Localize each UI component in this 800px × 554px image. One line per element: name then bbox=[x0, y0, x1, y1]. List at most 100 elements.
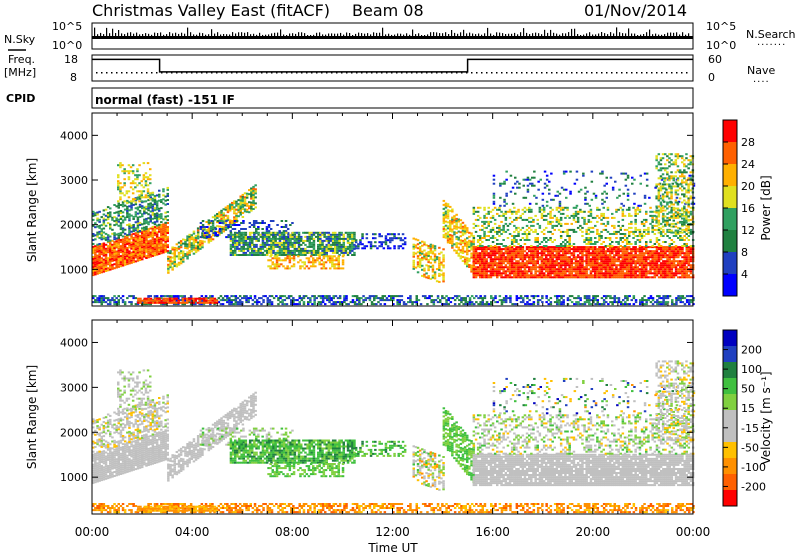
power-cell bbox=[640, 256, 644, 259]
power-cell bbox=[479, 246, 482, 249]
nsky-spike bbox=[421, 35, 423, 36]
nave-dot bbox=[211, 72, 213, 74]
power-cell bbox=[651, 245, 654, 247]
power-cell bbox=[542, 246, 546, 249]
power-cell bbox=[525, 239, 529, 241]
power-cell bbox=[600, 274, 603, 277]
power-cell bbox=[138, 195, 142, 198]
power-cell bbox=[194, 235, 198, 237]
power-cell bbox=[151, 238, 155, 241]
power-cell bbox=[572, 250, 576, 253]
power-cell bbox=[442, 199, 446, 202]
power-cell bbox=[119, 232, 123, 235]
nave-dot bbox=[321, 72, 323, 74]
nsky-spike bbox=[349, 33, 351, 36]
power-cell bbox=[689, 276, 693, 279]
power-cell bbox=[254, 202, 257, 205]
power-cell bbox=[177, 261, 181, 264]
power-cell bbox=[502, 212, 505, 215]
power-cell bbox=[341, 263, 345, 266]
power-cell bbox=[517, 216, 520, 219]
power-cell bbox=[540, 208, 544, 211]
power-cell bbox=[100, 267, 103, 270]
nsky-spike bbox=[130, 32, 132, 36]
nave-dot bbox=[561, 72, 563, 74]
power-cell bbox=[645, 233, 648, 235]
power-cell bbox=[510, 268, 514, 271]
power-cell bbox=[623, 245, 627, 247]
power-cell bbox=[513, 266, 516, 269]
power-cell bbox=[444, 220, 448, 223]
power-cell bbox=[493, 262, 497, 265]
power-cell bbox=[481, 268, 484, 271]
power-cell bbox=[224, 208, 228, 211]
power-cell bbox=[602, 246, 605, 249]
power-cell bbox=[431, 250, 435, 253]
power-cell bbox=[530, 268, 533, 271]
power-cell bbox=[442, 248, 445, 251]
power-cell bbox=[276, 237, 280, 240]
power-cell bbox=[326, 257, 330, 260]
power-cell bbox=[498, 226, 501, 229]
nsky-spike bbox=[271, 33, 273, 36]
power-cell bbox=[128, 258, 131, 261]
nave-dot bbox=[526, 72, 528, 74]
power-cell bbox=[444, 234, 448, 237]
power-cell bbox=[519, 264, 522, 267]
power-cell bbox=[442, 254, 445, 257]
power-cell bbox=[598, 264, 601, 267]
power-cell bbox=[589, 210, 593, 213]
power-cell bbox=[239, 211, 242, 214]
power-cell bbox=[459, 239, 463, 242]
power-cell bbox=[321, 233, 324, 236]
power-cell bbox=[102, 213, 106, 216]
power-cell bbox=[164, 236, 167, 239]
power-cell bbox=[536, 237, 539, 239]
power-cell bbox=[625, 264, 629, 267]
power-cell bbox=[645, 228, 648, 231]
nave-dot bbox=[441, 72, 443, 74]
power-cell bbox=[111, 267, 114, 270]
power-cell bbox=[211, 228, 215, 231]
power-cell bbox=[517, 230, 520, 233]
power-cell bbox=[547, 220, 550, 223]
nave-dot bbox=[291, 72, 293, 74]
power-cell bbox=[668, 264, 671, 267]
power-cell bbox=[280, 249, 284, 252]
power-cell bbox=[664, 246, 667, 249]
power-cell bbox=[129, 186, 133, 189]
power-cell bbox=[630, 252, 633, 255]
power-cell bbox=[412, 243, 415, 246]
power-cell bbox=[493, 230, 497, 233]
power-cell bbox=[476, 252, 480, 255]
power-cell bbox=[143, 237, 146, 240]
nave-dot bbox=[596, 72, 598, 74]
power-cell bbox=[574, 274, 578, 277]
power-cell bbox=[472, 260, 476, 263]
power-cell bbox=[235, 220, 239, 222]
power-cell bbox=[285, 241, 288, 244]
power-cell bbox=[491, 208, 495, 211]
power-cell bbox=[491, 214, 495, 217]
power-cell bbox=[481, 220, 484, 223]
power-cell bbox=[570, 228, 573, 231]
power-cell bbox=[500, 262, 503, 265]
power-cell bbox=[303, 267, 306, 270]
nave-dot bbox=[326, 72, 328, 74]
power-cell bbox=[662, 270, 665, 273]
power-cell bbox=[162, 225, 165, 228]
power-cell bbox=[257, 226, 260, 228]
power-cell bbox=[542, 264, 546, 267]
power-cell bbox=[134, 246, 138, 249]
power-cell bbox=[487, 256, 490, 259]
power-cell bbox=[672, 274, 676, 277]
power-cell bbox=[628, 268, 631, 271]
power-cell bbox=[297, 235, 301, 238]
power-cell bbox=[528, 226, 531, 229]
power-cell bbox=[600, 268, 603, 271]
power-cell bbox=[640, 274, 644, 277]
power-cell bbox=[451, 236, 454, 239]
power-cell bbox=[280, 243, 284, 246]
nsky-spike bbox=[370, 34, 372, 36]
power-cell bbox=[581, 260, 584, 263]
